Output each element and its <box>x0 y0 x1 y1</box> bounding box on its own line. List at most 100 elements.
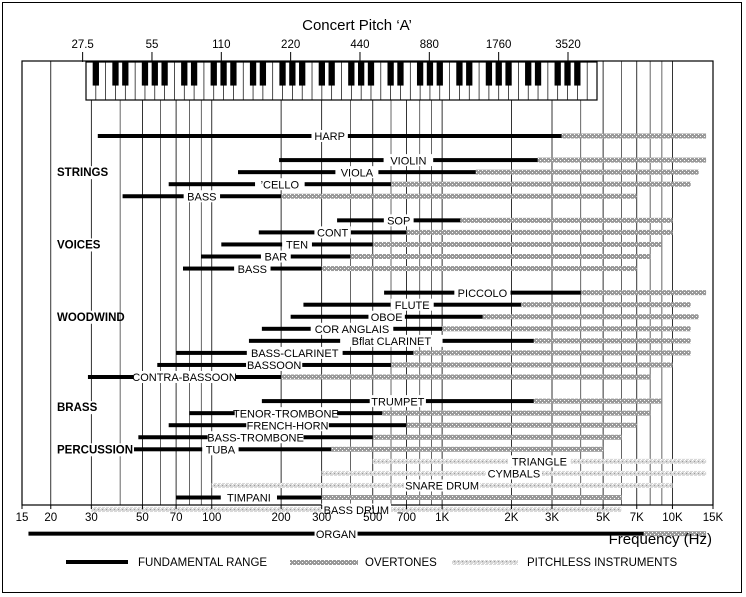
label-bg-timpani <box>220 491 277 504</box>
pitch-a-label-880: 880 <box>420 39 439 51</box>
black-key <box>416 62 424 86</box>
group-label-voices: VOICES <box>57 239 101 251</box>
label-bg-viola <box>335 166 379 179</box>
group-label-bg <box>54 238 105 252</box>
black-key <box>466 62 473 86</box>
instrument-label-timpani: TIMPANI <box>227 493 271 505</box>
black-key <box>151 62 158 86</box>
label-bg-cont <box>314 226 351 239</box>
instrument-label-flute: FLUTE <box>395 300 430 312</box>
label-bg-bass-trombone <box>207 431 304 444</box>
label-bg-violin <box>383 154 434 167</box>
instrument-label-bassoon: BASSOON <box>247 360 301 372</box>
black-key <box>161 62 168 86</box>
legend-swatch-pitchless <box>452 560 518 565</box>
black-key <box>564 62 571 86</box>
black-key <box>279 62 286 86</box>
black-key <box>534 62 542 86</box>
instrument-label-organ: ORGAN <box>316 529 356 541</box>
black-key <box>436 62 443 86</box>
overtone-bar-contra-bassoon <box>281 374 651 380</box>
x-tick-label-50: 50 <box>136 512 149 524</box>
instrument-label-bar: BAR <box>265 252 288 264</box>
legend-swatch-fundamental <box>66 560 128 564</box>
label-bg-snare-drum <box>404 479 481 492</box>
black-key <box>318 62 325 86</box>
legend: FUNDAMENTAL RANGE OVERTONES PITCHLESS INST… <box>66 557 677 569</box>
black-key <box>358 62 365 86</box>
x-tick-label-15: 15 <box>16 512 29 524</box>
label-bg-bflat-clarinet <box>340 334 443 347</box>
label-bg-tenor-trombone <box>234 407 338 420</box>
group-label-bg <box>54 443 134 457</box>
x-tick-label-200: 200 <box>272 512 291 524</box>
label-bg-cor-anglais <box>310 322 394 335</box>
instrument-label-tuba: TUBA <box>206 445 236 457</box>
instrument-label-viola: VIOLA <box>341 167 374 179</box>
group-label-bg <box>54 166 112 180</box>
instrument-label-bass-clarinet: BASS-CLARINET <box>251 348 339 360</box>
instrument-label-contra-bassoon: CONTRA-BASSOON <box>132 372 237 384</box>
x-tick-label-1k: 1K <box>435 512 449 524</box>
label-bg-trumpet <box>369 395 426 408</box>
legend-label-fundamental: FUNDAMENTAL RANGE <box>138 557 267 569</box>
overtone-bar-piccolo <box>580 290 707 296</box>
pitch-a-label-27-5: 27.5 <box>71 39 93 51</box>
black-key <box>495 62 502 86</box>
label-bg-french-horn <box>246 419 329 432</box>
label-bg-bass-clarinet <box>246 346 343 359</box>
black-key <box>574 62 581 86</box>
instrument-label-triangle: TRIANGLE <box>512 457 567 469</box>
black-key <box>328 62 335 86</box>
black-key <box>289 62 296 86</box>
label-bg-bassoon <box>246 358 303 371</box>
instrument-label-bflat-clarinet: Bflat CLARINET <box>352 336 432 348</box>
pitch-a-label-110: 110 <box>212 39 230 51</box>
x-axis: 15 20 30 50 70 100 200 300 500 700 1K 2K 3K 5K 7K 10K 15… <box>16 505 724 524</box>
x-tick-label-15k: 15K <box>703 512 724 524</box>
instrument-label-snare-drum: SNARE DRUM <box>405 481 479 493</box>
x-tick-label-5k: 5K <box>596 512 610 524</box>
black-key <box>348 62 355 86</box>
x-tick-label-70: 70 <box>170 512 183 524</box>
pitch-a-label-55: 55 <box>146 39 159 51</box>
overtone-bar-bass-clarinet <box>413 350 691 356</box>
x-tick-label-300: 300 <box>312 512 331 524</box>
black-key <box>249 62 257 86</box>
overtone-bar-flute <box>520 302 691 308</box>
pitch-a-label-1760: 1760 <box>486 39 512 51</box>
x-tick-label-2k: 2K <box>504 512 518 524</box>
instrument-labels: HARPVIOLINVIOLA’CELLOBASSSOPCONTTENBARBA… <box>132 130 571 541</box>
black-key <box>122 62 129 86</box>
pitch-a-label-220: 220 <box>281 39 300 51</box>
instrument-label-trumpet: TRUMPET <box>371 396 424 408</box>
label-bg-flute <box>390 298 434 311</box>
label-bg-triangle <box>508 455 571 468</box>
x-tick-label-3k: 3K <box>545 512 559 524</box>
black-key <box>181 62 188 86</box>
overtone-bar-viola <box>475 169 699 175</box>
black-key <box>190 62 198 86</box>
black-key <box>210 62 217 86</box>
overtone-bar-organ <box>643 531 707 537</box>
instrument-label-bass: BASS <box>238 264 267 276</box>
instrument-label-piccolo: PICCOLO <box>458 288 508 300</box>
legend-label-overtones: OVERTONES <box>365 557 437 569</box>
instrument-label-harp: HARP <box>314 131 345 143</box>
x-tick-label-10k: 10K <box>662 512 683 524</box>
black-key <box>456 62 463 86</box>
overtone-bar-cor-anglais <box>442 326 691 332</box>
black-key <box>230 62 237 86</box>
overtone-bar-ten <box>372 241 662 247</box>
overtone-bar-bassoon <box>391 362 673 368</box>
overtone-bar-violin <box>537 157 707 163</box>
group-label-percussion: PERCUSSION <box>57 444 133 456</box>
label-bg-organ <box>314 527 358 540</box>
overtone-bar-timpani <box>321 495 622 500</box>
black-key <box>367 62 375 86</box>
black-key <box>426 62 434 86</box>
group-label-woodwind: WOODWIND <box>57 312 125 324</box>
